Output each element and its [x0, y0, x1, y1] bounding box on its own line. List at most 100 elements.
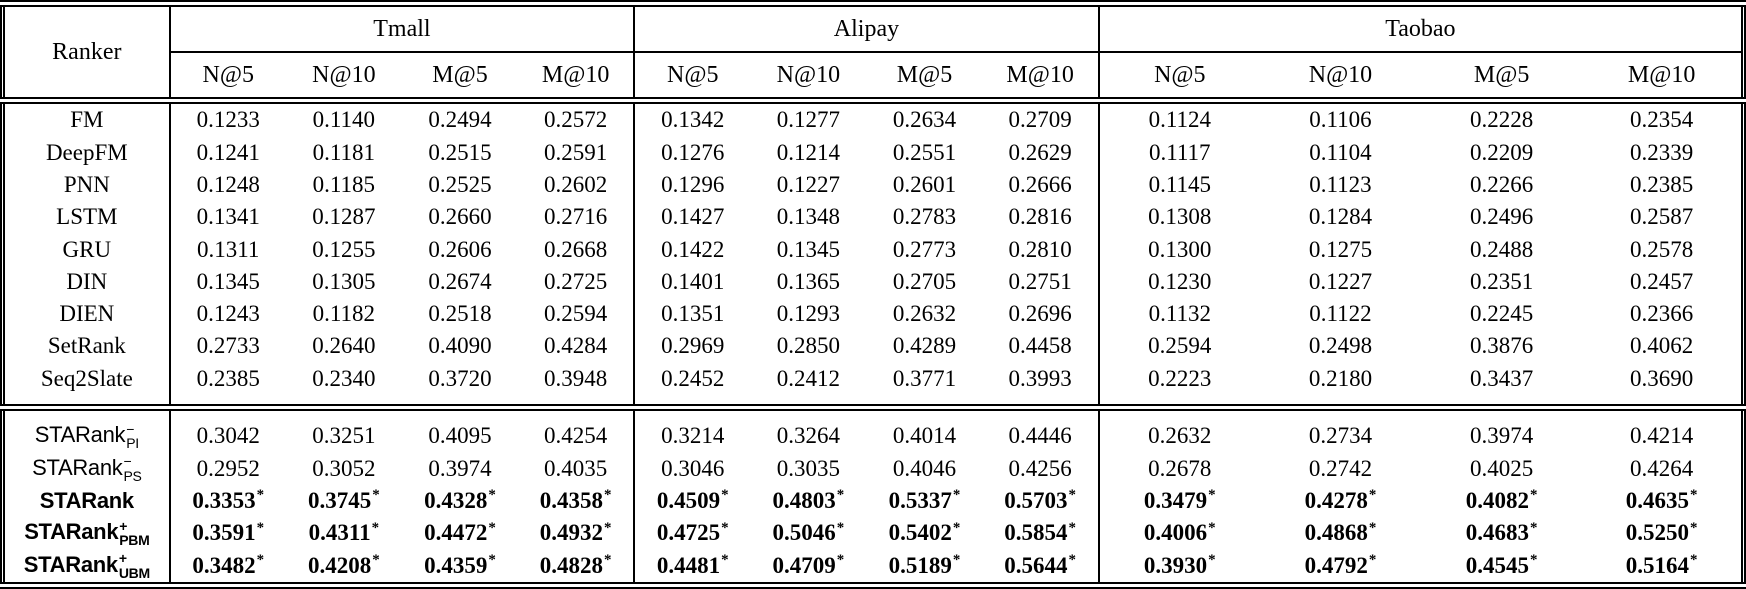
significance-star: * — [1068, 487, 1076, 504]
significance-star: * — [952, 552, 961, 569]
value-cell: 0.2496 — [1470, 204, 1534, 230]
ranker-label: STARank − PS — [32, 453, 142, 484]
value-cell: 0.4062 — [1629, 333, 1694, 359]
value-cell: 0.4792* — [1304, 552, 1377, 578]
ranker-label: GRU — [62, 236, 112, 262]
table-row: SetRank 0.2733 0.2640 0.4090 0.4284 0.2969 0.2… — [3, 330, 1744, 363]
metric-header-alipay-n10: N@10 — [750, 52, 867, 104]
value-cell: 0.4481* — [633, 549, 751, 586]
significance-star: * — [1068, 552, 1076, 569]
value-cell: 0.3974 — [1421, 404, 1583, 453]
value-cell: 0.1182 — [312, 301, 376, 327]
value-cell: 0.3046 — [633, 452, 751, 485]
value-cell: 0.1277 — [776, 107, 840, 133]
value-cell: 0.1305 — [312, 268, 376, 294]
value-cell: 0.3720 — [428, 365, 492, 391]
value-cell: 0.1122 — [1309, 301, 1372, 327]
significance-star: * — [1208, 487, 1216, 504]
value-cell: 0.1241 — [168, 136, 286, 169]
significance-star: * — [952, 487, 961, 504]
value-cell: 0.1106 — [1309, 107, 1372, 133]
value-cell: 0.4254 — [518, 404, 635, 453]
value-cell: 0.2742 — [1308, 455, 1373, 481]
value-cell: 0.2969 — [633, 330, 751, 363]
value-cell: 0.2705 — [892, 268, 957, 294]
value-cell: 0.2696 — [1008, 301, 1072, 327]
significance-star: * — [1068, 519, 1076, 536]
ranker-label: LSTM — [56, 204, 118, 230]
value-cell: 0.4090 — [428, 333, 492, 359]
dataset-header-taobao: Taobao — [1097, 3, 1744, 53]
value-cell: 0.4683* — [1465, 519, 1538, 546]
value-cell: 0.2751 — [1008, 268, 1072, 294]
table-section-0: FM 0.1233 0.1140 0.2494 0.2572 0.1342 0.1277 0.… — [3, 100, 1744, 408]
value-cell: 0.3876 — [1470, 333, 1534, 359]
value-cell: 0.4046 — [892, 455, 957, 481]
value-cell: 0.2412 — [776, 365, 840, 391]
ranker-cell: PNN — [3, 169, 170, 201]
value-cell: 0.2385 — [1629, 171, 1694, 197]
table-row: STARank + PBM 0.3591* 0.4311* 0.4472* 0.4932* 0… — [3, 517, 1744, 550]
value-cell: 0.4284 — [543, 333, 608, 359]
significance-star: * — [372, 552, 380, 569]
value-cell: 0.2228 — [1470, 107, 1534, 133]
table-row: STARank − PS 0.2952 0.3052 0.3974 0.4035 0.3046… — [3, 452, 1744, 485]
value-cell: 0.2525 — [428, 171, 492, 197]
significance-star: * — [604, 552, 612, 569]
table-row: DIEN 0.1243 0.1182 0.2518 0.2594 0.1351 0.1293… — [3, 298, 1744, 331]
value-cell: 0.2602 — [543, 171, 608, 197]
value-cell: 0.1293 — [776, 301, 840, 327]
value-cell: 0.1296 — [633, 168, 751, 202]
value-cell: 0.4095 — [401, 404, 519, 453]
header-row-datasets: Ranker Tmall Alipay Taobao — [2, 3, 1744, 104]
value-cell: 0.2366 — [1629, 301, 1694, 327]
value-cell: 0.4035 — [543, 455, 608, 481]
value-cell: 0.2578 — [1629, 236, 1694, 262]
value-cell: 0.2340 — [312, 365, 376, 391]
significance-star: * — [1690, 487, 1698, 504]
significance-star: * — [1530, 519, 1538, 536]
ranker-cell: STARank − PI — [2, 404, 170, 453]
value-cell: 0.3930* — [1097, 549, 1260, 586]
metric-header-taobao-m10: M@10 — [1582, 52, 1744, 104]
significance-star: * — [836, 519, 845, 536]
value-cell: 0.2640 — [312, 333, 376, 359]
value-cell: 0.5703* — [1004, 487, 1076, 514]
value-cell: 0.2354 — [1629, 107, 1694, 133]
value-cell: 0.2515 — [428, 139, 492, 165]
significance-star: * — [256, 552, 265, 569]
value-cell: 0.3479* — [1097, 484, 1260, 518]
value-cell: 0.4328* — [424, 487, 496, 514]
value-cell: 0.1123 — [1309, 171, 1372, 197]
value-cell: 0.1345 — [168, 265, 286, 298]
value-cell: 0.2660 — [428, 204, 492, 230]
ranker-label: Seq2Slate — [40, 365, 133, 391]
value-cell: 0.1233 — [168, 100, 286, 137]
table-section-1: STARank − PI 0.3042 0.3251 0.4095 0.4254 0.3214… — [2, 404, 1744, 586]
value-cell: 0.1140 — [312, 107, 376, 133]
value-cell: 0.2266 — [1470, 171, 1534, 197]
value-cell: 0.4359* — [424, 552, 496, 578]
value-cell: 0.3745* — [308, 487, 380, 514]
value-cell: 0.4446 — [982, 404, 1099, 453]
value-cell: 0.3993 — [1008, 365, 1072, 391]
value-cell: 0.1351 — [633, 298, 751, 331]
table-row: STARank + UBM 0.3482* 0.4208* 0.4359* 0.4828* 0… — [3, 549, 1744, 586]
value-cell: 0.2209 — [1470, 139, 1534, 165]
value-cell: 0.1342 — [633, 100, 751, 137]
value-cell: 0.2810 — [1008, 236, 1072, 262]
ranker-label: STARank + PBM — [24, 517, 150, 549]
value-cell: 0.2245 — [1470, 301, 1534, 327]
ranker-cell: STARank — [3, 485, 170, 517]
value-cell: 0.2632 — [892, 301, 957, 327]
value-cell: 0.1132 — [1097, 298, 1260, 331]
metric-header-tmall-n5: N@5 — [168, 52, 286, 104]
value-cell: 0.2594 — [543, 301, 608, 327]
ranker-cell: FM — [3, 101, 170, 137]
value-cell: 0.1284 — [1308, 204, 1373, 230]
value-cell: 0.1117 — [1097, 136, 1260, 169]
significance-star: * — [1530, 487, 1538, 504]
ranker-label-scripts: − PI — [126, 420, 139, 452]
value-cell: 0.5337* — [888, 487, 961, 514]
